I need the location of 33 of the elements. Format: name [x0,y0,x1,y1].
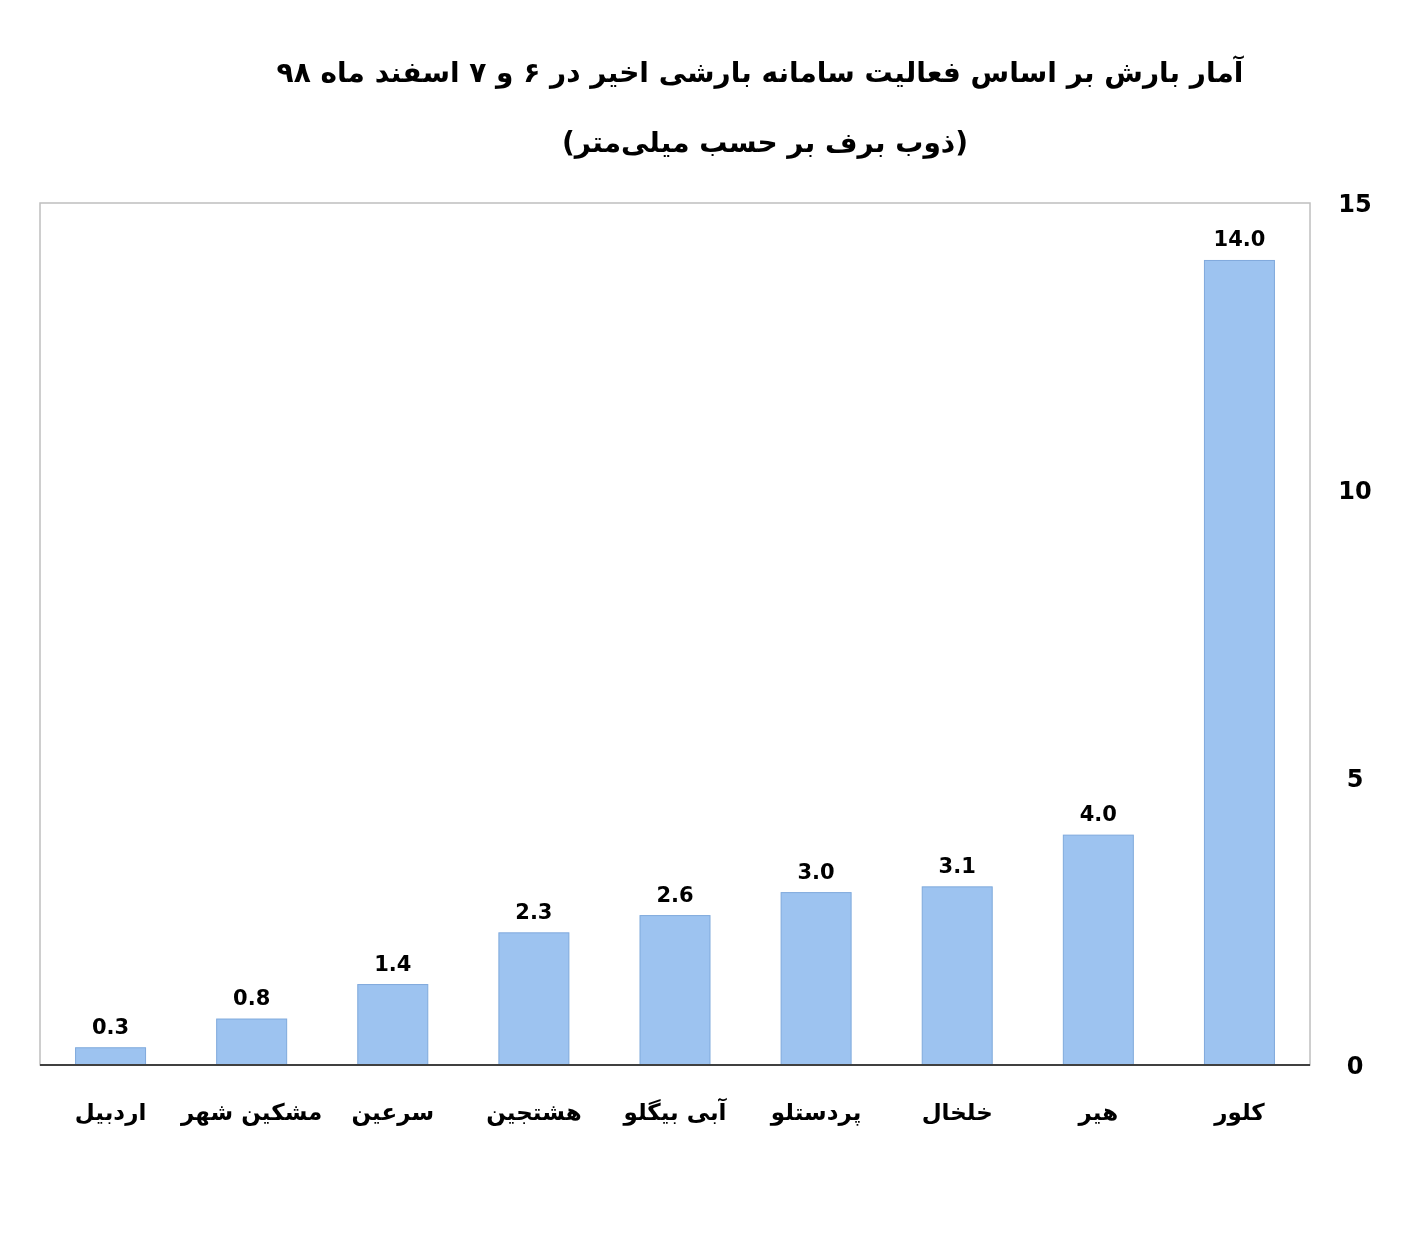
chart-title: آمار بارش بر اساس فعالیت سامانه بارشی اخیر در ۶ و ۷ اسفند ماه ۹۸ [276,55,1245,89]
x-tick-label: پردستلو [769,1099,862,1126]
y-tick-label: 15 [1338,190,1372,218]
bar [639,915,711,1066]
y-tick-label: 5 [1346,764,1364,793]
bar [780,892,852,1066]
bar [216,1018,288,1066]
bar [357,984,429,1066]
x-tick-label: اردبیل [74,1099,147,1126]
y-tick-label: 0 [1346,1052,1364,1080]
x-tick-label: کلور [1213,1099,1266,1126]
x-tick-label: آبی بیگلو [622,1097,728,1126]
data-label: 0.3 [91,1014,130,1039]
bar [498,932,570,1066]
data-label: 2.3 [515,899,553,924]
y-tick-label: 10 [1338,477,1372,506]
data-label: 3.1 [938,853,976,878]
data-label: 1.4 [374,951,412,976]
chart-subtitle: (ذوب برف بر حسب میلی‌متر) [562,126,968,159]
bar [1203,259,1275,1066]
data-label: 2.6 [656,882,694,907]
data-label: 14.0 [1213,227,1266,252]
x-tick-label: سرعین [351,1099,435,1126]
x-tick-label: هیر [1077,1099,1119,1126]
bar [921,886,993,1066]
x-tick-label: مشکین شهر [180,1099,323,1126]
bar [1062,834,1134,1066]
x-tick-label: هشتجین [486,1099,582,1126]
bar [75,1047,147,1066]
data-label: 4.0 [1079,802,1117,827]
x-tick-label: خلخال [921,1099,993,1125]
data-label: 0.8 [233,986,271,1011]
data-label: 3.0 [797,859,835,884]
